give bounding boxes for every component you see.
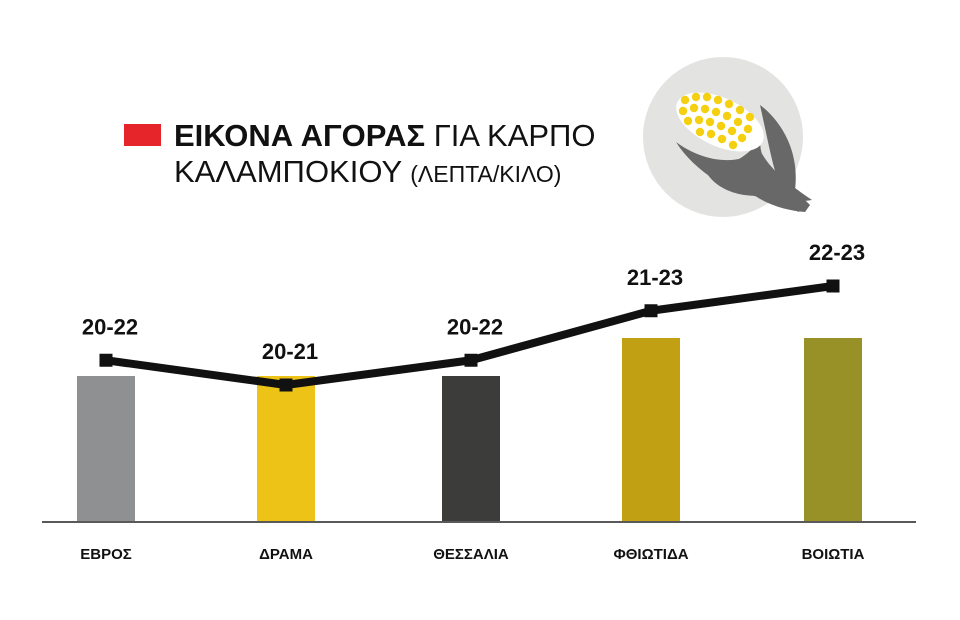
line-group xyxy=(99,279,840,392)
data-label-4: 21-23 xyxy=(627,265,683,290)
kernel-18 xyxy=(716,121,726,131)
kernel-14 xyxy=(743,124,753,134)
data-label-3: 20-22 xyxy=(447,314,503,339)
category-label-3: ΘΕΣΣΑΛΙΑ xyxy=(433,546,509,563)
title-regular: ΓΙΑ ΚΑΡΠΟ xyxy=(433,118,596,153)
kernel-12 xyxy=(722,111,732,121)
kernel-5 xyxy=(724,99,734,109)
line-marker-3 xyxy=(464,353,478,367)
kernel-10 xyxy=(700,104,710,114)
kernel-13 xyxy=(733,117,743,127)
kernel-1 xyxy=(680,95,690,105)
bar-2 xyxy=(257,376,315,521)
kernel-24 xyxy=(728,140,738,150)
kernel-4 xyxy=(713,95,723,105)
kernel-15 xyxy=(683,116,693,126)
corn-cob-icon xyxy=(643,57,812,217)
bar-5 xyxy=(804,338,862,521)
data-label-5: 22-23 xyxy=(809,240,865,265)
category-label-2: ΔΡΑΜΑ xyxy=(259,546,313,563)
kernel-19 xyxy=(727,126,737,136)
husk-front xyxy=(676,142,812,202)
labels-group: 20-22 20-21 20-22 21-23 22-23 xyxy=(82,240,865,364)
title-unit: (ΛΕΠΤΑ/ΚΙΛΟ) xyxy=(410,161,562,187)
bar-1 xyxy=(77,376,135,521)
kernel-23 xyxy=(717,134,727,144)
line-marker-1 xyxy=(99,353,113,367)
data-label-1: 20-22 xyxy=(82,314,138,339)
kernel-8 xyxy=(678,106,688,116)
title-line2: ΚΑΛΑΜΠΟΚΙΟΥ xyxy=(174,154,402,189)
chart-title: ΕΙΚΟΝΑ ΑΓΟΡΑΣ ΓΙΑ ΚΑΡΠΟ ΚΑΛΑΜΠΟΚΙΟΥ (ΛΕΠ… xyxy=(124,118,596,192)
category-label-4: ΦΘΙΩΤΙΔΑ xyxy=(613,546,688,563)
kernel-7 xyxy=(745,112,755,122)
bars-group xyxy=(77,338,862,521)
kernel-17 xyxy=(705,117,715,127)
line-marker-2 xyxy=(279,378,293,392)
kernel-3 xyxy=(702,92,712,102)
data-label-2: 20-21 xyxy=(262,339,318,364)
kernel-22 xyxy=(706,129,716,139)
bar-4 xyxy=(622,338,680,521)
line-marker-4 xyxy=(644,304,658,318)
kernel-2 xyxy=(691,92,701,102)
category-label-5: ΒΟΙΩΤΙΑ xyxy=(802,546,865,563)
kernel-9 xyxy=(689,103,699,113)
kernel-16 xyxy=(694,115,704,125)
category-label-1: ΕΒΡΟΣ xyxy=(80,546,132,563)
kernel-6 xyxy=(735,105,745,115)
kernel-21 xyxy=(695,127,705,137)
kernel-20 xyxy=(737,133,747,143)
legend-swatch xyxy=(124,124,161,146)
husk-bottom xyxy=(735,175,810,212)
bar-3 xyxy=(442,376,500,521)
title-bold: ΕΙΚΟΝΑ ΑΓΟΡΑΣ xyxy=(174,118,426,153)
line-marker-5 xyxy=(826,279,840,293)
husk-right xyxy=(760,105,810,212)
kernel-11 xyxy=(711,107,721,117)
category-labels-group: ΕΒΡΟΣ ΔΡΑΜΑ ΘΕΣΣΑΛΙΑ ΦΘΙΩΤΙΔΑ ΒΟΙΩΤΙΑ xyxy=(80,546,864,563)
